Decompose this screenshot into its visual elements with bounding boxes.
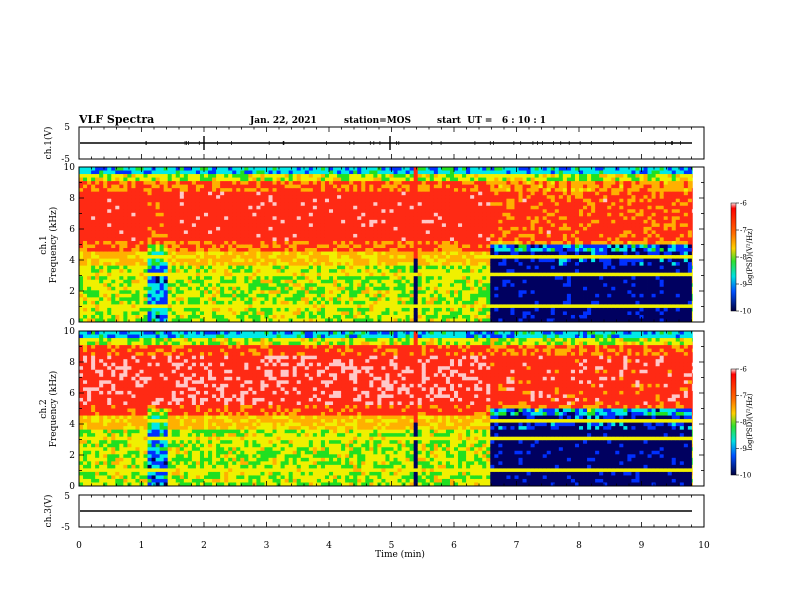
colorbar-tick-label: -6 — [740, 366, 747, 374]
ch2-colorbar-scale — [730, 368, 737, 476]
ch2-spectrogram-ticks: 0 2 4 6 8 10 — [64, 327, 705, 492]
ch3-ytick-bottom: -5 — [61, 523, 70, 533]
ch1-waveform-ylabel: ch.1(V) — [43, 127, 54, 160]
ch3-waveform-panel: 5 -5 ch.3(V) — [43, 492, 705, 533]
ch1-colorbar-scale — [730, 202, 737, 312]
freq-tick-label: 8 — [69, 194, 75, 204]
time-tick-label: 0 — [76, 541, 82, 551]
time-tick-label: 1 — [139, 541, 145, 551]
time-tick-label: 10 — [698, 541, 710, 551]
freq-tick-label: 6 — [69, 389, 75, 399]
start-ut-label: start UT = 6 : 10 : 1 — [437, 116, 546, 126]
time-tick-label: 4 — [326, 541, 332, 551]
freq-tick-label: 2 — [69, 287, 75, 297]
freq-tick-label: 8 — [69, 358, 75, 368]
colorbar-tick-label: -10 — [740, 308, 751, 316]
freq-tick-label: 0 — [69, 318, 75, 328]
station-label: station=MOS — [344, 116, 411, 126]
time-tick-label: 5 — [389, 541, 395, 551]
time-axis: 0 1 2 3 4 5 6 7 8 9 10 — [76, 541, 710, 551]
ch3-ytick-top: 5 — [64, 492, 70, 502]
ch1-spectrogram-ylabel-frequency: Frequency (kHz) — [48, 207, 59, 284]
colorbar-tick-label: -7 — [740, 227, 747, 235]
ch1-colorbar-ticks: -6 -7 -8 -9 -10 — [736, 200, 751, 316]
time-tick-label: 2 — [201, 541, 207, 551]
ch2-colorbar-ticks: -6 -7 -8 -9 -10 — [736, 366, 751, 480]
ch1-waveform-ticks — [78, 127, 705, 159]
freq-tick-label: 4 — [69, 256, 75, 266]
ch1-spectrogram-ticks: 0 2 4 6 8 10 — [64, 163, 705, 328]
colorbar-tick-label: -9 — [740, 281, 747, 289]
ch1-ytick-top: 5 — [64, 123, 70, 133]
ch3-waveform-ylabel: ch.3(V) — [43, 495, 54, 528]
time-tick-label: 7 — [514, 541, 520, 551]
colorbar-tick-label: -8 — [740, 419, 747, 427]
freq-tick-label: 10 — [64, 163, 76, 173]
ch2-spectrogram-image — [79, 331, 705, 487]
date-label: Jan. 22, 2021 — [249, 116, 317, 126]
time-tick-label: 8 — [576, 541, 582, 551]
freq-tick-label: 4 — [69, 420, 75, 430]
colorbar-tick-label: -9 — [740, 445, 747, 453]
ch2-colorbar-label: log(PSD)(V²/Hz) — [746, 393, 754, 450]
time-tick-label: 3 — [264, 541, 270, 551]
colorbar-tick-label: -10 — [740, 472, 751, 480]
ch1-colorbar-label: log(PSD)(V²/Hz) — [746, 228, 754, 285]
colorbar-tick-label: -7 — [740, 392, 747, 400]
ch2-spectrogram-panel: 0 2 4 6 8 10 ch.2 Frequency (kHz) — [39, 327, 705, 492]
freq-tick-label: 2 — [69, 451, 75, 461]
ch1-colorbar: -6 -7 -8 -9 -10 log(PSD)(V²/Hz) — [730, 200, 754, 316]
time-tick-label: 9 — [639, 541, 645, 551]
ch3-waveform-ticks — [78, 495, 705, 527]
colorbar-tick-label: -6 — [740, 200, 747, 208]
colorbar-tick-label: -8 — [740, 254, 747, 262]
ch2-spectrogram-ylabel-frequency: Frequency (kHz) — [48, 371, 59, 448]
ch1-ytick-bottom: -5 — [61, 155, 70, 165]
freq-tick-label: 10 — [64, 327, 76, 337]
ch2-colorbar: -6 -7 -8 -9 -10 log(PSD)(V²/Hz) — [730, 366, 754, 480]
ch1-spectrogram-image — [79, 167, 705, 323]
ch2-spectrogram-ylabel-channel: ch.2 — [39, 399, 49, 418]
freq-tick-label: 6 — [69, 225, 75, 235]
ch1-spectrogram-panel: 0 2 4 6 8 10 ch.1 Frequency (kHz) — [39, 163, 705, 328]
freq-tick-label: 0 — [69, 482, 75, 492]
time-tick-label: 6 — [451, 541, 457, 551]
time-axis-label: Time (min) — [375, 549, 425, 560]
ch1-waveform-panel: 5 -5 ch.1(V) — [43, 123, 705, 165]
ch1-spectrogram-ylabel-channel: ch.1 — [39, 235, 49, 254]
figure-title: VLF Spectra — [78, 113, 154, 126]
